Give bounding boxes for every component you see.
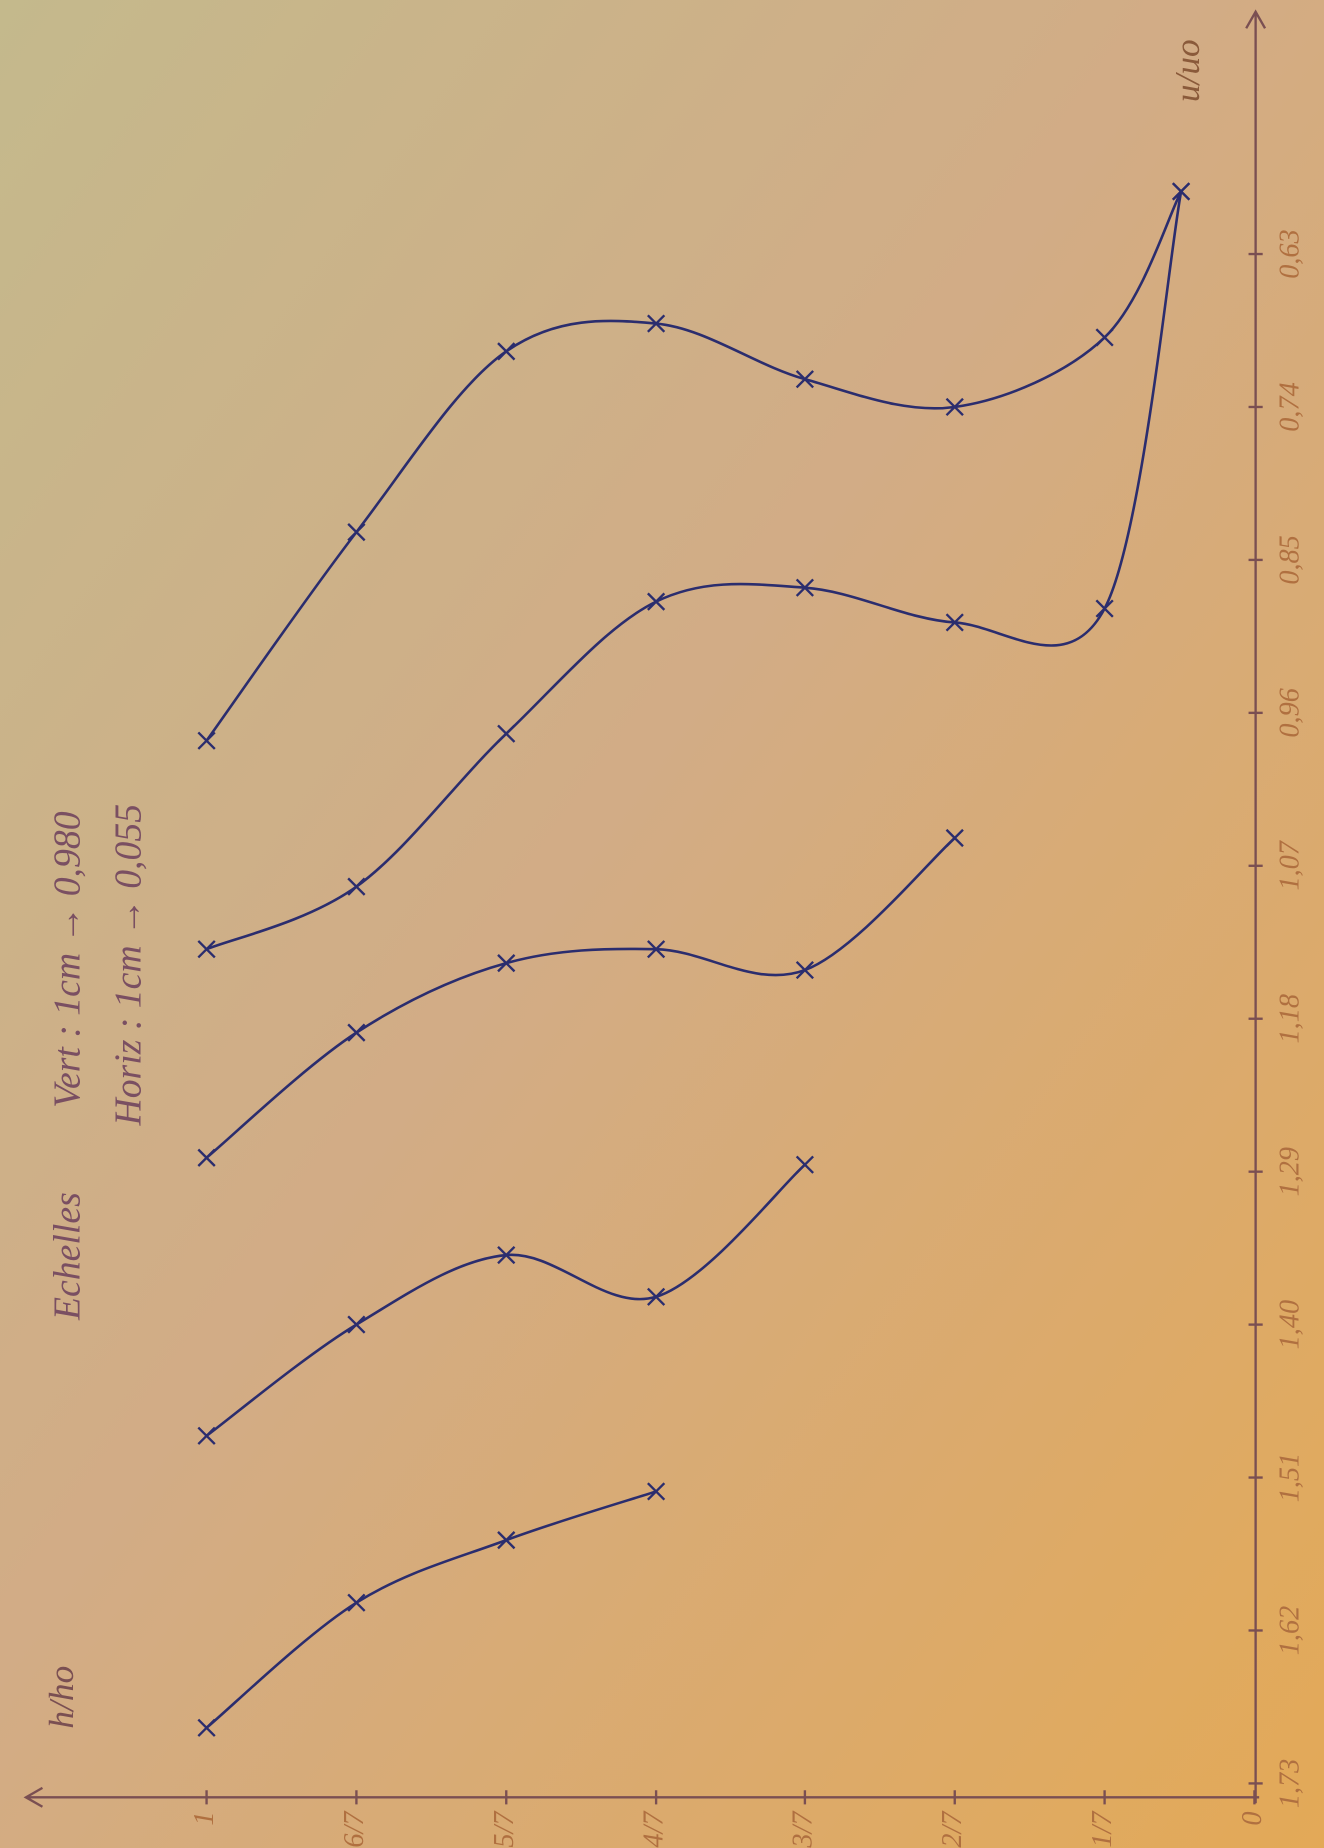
x-tick-label: 2/7 [937, 1810, 968, 1848]
y-tick-label: 0,74 [1275, 382, 1306, 431]
page: Echelles Vert : 1cm → 0,980 Horiz : 1cm → … [0, 0, 1324, 1848]
y-tick-label: 1,73 [1275, 1759, 1306, 1808]
x-tick-label: 6/7 [339, 1810, 370, 1848]
paper [0, 0, 1324, 1848]
y-tick-label: 0,63 [1275, 229, 1306, 278]
y-tick-label: 1,62 [1275, 1606, 1306, 1655]
y-tick-label: 1,18 [1275, 994, 1306, 1043]
y-tick-label: 1,51 [1275, 1453, 1306, 1502]
x-tick-label: 5/7 [489, 1810, 520, 1848]
scale-note: Vert : 1cm → 0,980 [46, 811, 88, 1108]
scale-note: Horiz : 1cm → 0,055 [108, 804, 150, 1127]
x-tick-label: 0 [1237, 1811, 1268, 1825]
x-tick-label: 1 [189, 1811, 220, 1825]
chart: Echelles Vert : 1cm → 0,980 Horiz : 1cm → … [0, 0, 1324, 1848]
y-tick-label: 1,40 [1275, 1300, 1306, 1349]
x-tick-label: 1/7 [1087, 1810, 1118, 1848]
y-axis-label: u/uo [1167, 39, 1207, 102]
x-axis-label: h/ho [41, 1666, 81, 1729]
y-tick-label: 0,85 [1275, 535, 1306, 584]
x-tick-label: 3/7 [787, 1810, 818, 1848]
y-tick-label: 1,07 [1275, 839, 1306, 890]
x-tick-label: 4/7 [639, 1810, 670, 1848]
y-tick-label: 1,29 [1275, 1147, 1306, 1196]
scale-note: Echelles [46, 1192, 88, 1321]
y-tick-label: 0,96 [1275, 688, 1306, 737]
